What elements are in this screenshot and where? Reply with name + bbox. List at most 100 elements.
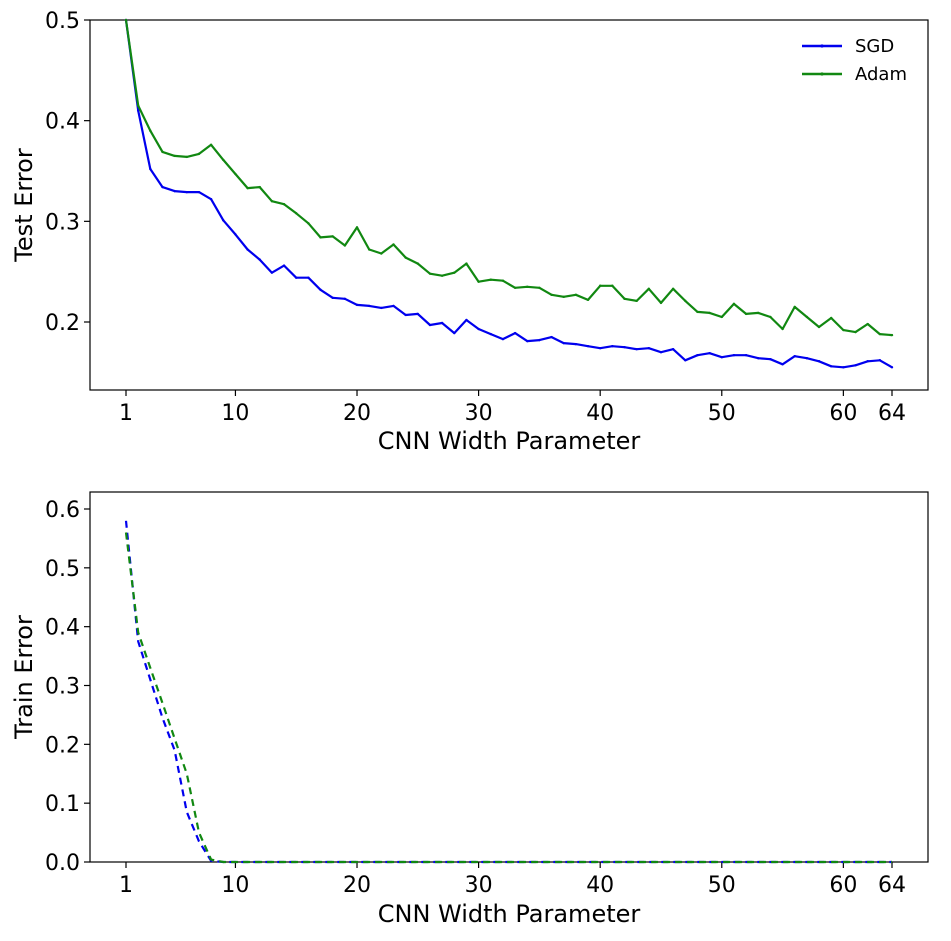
test-error-point xyxy=(282,264,286,267)
test-error-point xyxy=(367,248,371,251)
test-error-point xyxy=(440,321,444,325)
test-error-point xyxy=(550,293,553,297)
test-error-point xyxy=(550,335,553,339)
test-error-point xyxy=(465,318,468,322)
test-error-point xyxy=(659,351,663,354)
test-error-point xyxy=(343,297,347,301)
test-error-point xyxy=(246,248,249,251)
test-error-point xyxy=(878,359,882,362)
test-error-point xyxy=(708,352,711,355)
test-error-point xyxy=(562,295,565,299)
test-error-point xyxy=(817,360,821,363)
train-error-ylabel: Train Error xyxy=(10,615,38,740)
train-error-xlabel: CNN Width Parameter xyxy=(378,900,641,928)
train-error-chart: 1 10 20 30 40 50 60 64 0.0 0.1 0.2 0.3 0.4 0.5 0.6 CNN… xyxy=(10,491,929,928)
test-error-point xyxy=(720,315,723,319)
test-error-point xyxy=(295,276,298,279)
test-error-point xyxy=(355,226,359,229)
train-error-series-line-2 xyxy=(124,532,892,864)
test-error-point xyxy=(866,360,869,363)
test-error-point xyxy=(197,152,201,156)
test-error-point xyxy=(890,333,894,337)
test-error-point xyxy=(234,233,237,236)
test-error-point xyxy=(222,219,225,222)
test-error-point xyxy=(769,358,772,361)
test-error-x-tick-label: 1 xyxy=(119,401,133,426)
test-error-point xyxy=(854,364,857,367)
test-error-plot-area xyxy=(89,19,929,391)
test-error-point xyxy=(319,288,322,291)
test-error-point xyxy=(209,143,213,147)
test-error-y-tick-label: 0.3 xyxy=(45,210,80,235)
test-error-point xyxy=(428,323,432,327)
train-error-y-tick-label: 0.3 xyxy=(45,675,80,700)
train-error-y-tick-label: 0.1 xyxy=(45,792,80,817)
test-error-point xyxy=(890,366,894,369)
test-error-x-tick-label: 50 xyxy=(708,401,736,426)
test-error-x-tick-label: 40 xyxy=(586,401,614,426)
test-error-point xyxy=(647,346,651,350)
test-error-point xyxy=(744,354,748,357)
test-error-point xyxy=(136,109,140,112)
test-error-y-tick-label: 0.4 xyxy=(45,110,80,135)
legend-sgd-marker xyxy=(820,44,824,48)
test-error-point xyxy=(270,271,274,274)
test-error-point xyxy=(489,278,492,281)
test-error-point xyxy=(805,315,809,319)
test-error-point xyxy=(586,298,590,302)
test-error-point xyxy=(465,262,468,265)
test-error-point xyxy=(343,244,347,247)
test-error-point xyxy=(331,296,334,300)
test-error-point xyxy=(526,339,529,343)
test-error-point xyxy=(598,346,602,350)
legend-adam-marker xyxy=(820,72,824,76)
test-error-point xyxy=(586,344,590,348)
test-error-point xyxy=(781,363,784,366)
legend-sgd-label: SGD xyxy=(855,36,894,57)
train-error-y-tick-label: 0.2 xyxy=(45,733,80,758)
test-error-point xyxy=(234,172,237,176)
test-error-point xyxy=(574,293,578,297)
test-error-point xyxy=(307,276,310,279)
test-error-point xyxy=(696,354,699,357)
test-error-point xyxy=(453,331,456,335)
test-error-point xyxy=(598,284,602,287)
test-error-point xyxy=(173,154,176,158)
legend: SGD Adam xyxy=(802,36,907,85)
test-error-point xyxy=(404,313,407,317)
test-error-point xyxy=(380,306,383,310)
test-error-point xyxy=(805,357,809,360)
test-error-point xyxy=(161,150,164,154)
test-error-point xyxy=(319,236,322,239)
test-error-point xyxy=(684,299,687,303)
test-error-point xyxy=(416,262,420,265)
test-error-point xyxy=(185,190,188,194)
test-error-point xyxy=(842,366,845,369)
test-error-point xyxy=(440,274,444,277)
test-error-point xyxy=(538,286,541,289)
test-error-point xyxy=(149,129,152,132)
test-error-point xyxy=(367,304,371,308)
test-error-x-tick-label: 20 xyxy=(343,401,371,426)
test-error-point xyxy=(331,235,334,238)
test-error-point xyxy=(428,272,432,275)
test-error-point xyxy=(173,189,176,193)
test-error-point xyxy=(623,297,626,301)
train-error-x-tick-label: 40 xyxy=(586,873,614,898)
test-error-point xyxy=(149,167,152,171)
test-error-point xyxy=(817,325,821,329)
test-error-point xyxy=(453,271,456,274)
test-error-point xyxy=(866,322,869,326)
test-error-y-tick-label: 0.5 xyxy=(45,9,80,34)
train-error-x-tick-label: 60 xyxy=(829,873,857,898)
test-error-point xyxy=(392,243,395,246)
test-error-point xyxy=(659,301,663,305)
test-error-point xyxy=(830,365,833,368)
test-error-point xyxy=(282,203,286,206)
test-error-point xyxy=(513,331,517,335)
test-error-point xyxy=(757,357,760,360)
test-error-point xyxy=(209,197,213,201)
test-error-point xyxy=(696,310,699,314)
test-error-point xyxy=(781,327,784,331)
test-error-point xyxy=(744,312,748,316)
